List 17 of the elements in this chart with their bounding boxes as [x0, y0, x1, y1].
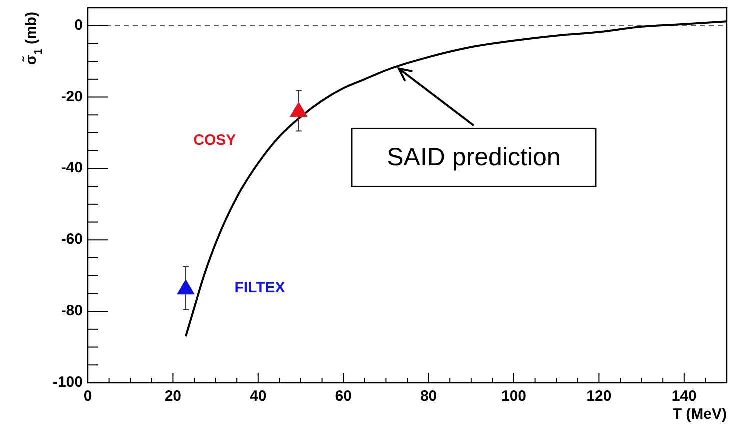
y-tick-label: -20: [61, 88, 83, 106]
x-tick-label: 60: [335, 388, 352, 405]
x-axis-title: T (MeV): [672, 406, 727, 423]
y-tick-label: -40: [61, 160, 83, 177]
y-tick-label: 0: [74, 16, 83, 34]
y-tick-label: -80: [61, 302, 83, 320]
x-tick-label: 100: [501, 388, 527, 405]
text: COSY: [194, 132, 236, 149]
annotation: SAID prediction: [387, 143, 561, 172]
x-tick-label: 140: [672, 388, 697, 405]
x-tick-label: 20: [164, 388, 182, 405]
x-tick-label: 80: [420, 388, 438, 405]
text: FILTEX: [234, 279, 286, 296]
x-tick-label: 40: [250, 388, 267, 405]
y-tick-label: -60: [61, 231, 83, 248]
x-tick-label: 120: [586, 388, 612, 405]
y-tick-label: -100: [52, 374, 83, 391]
